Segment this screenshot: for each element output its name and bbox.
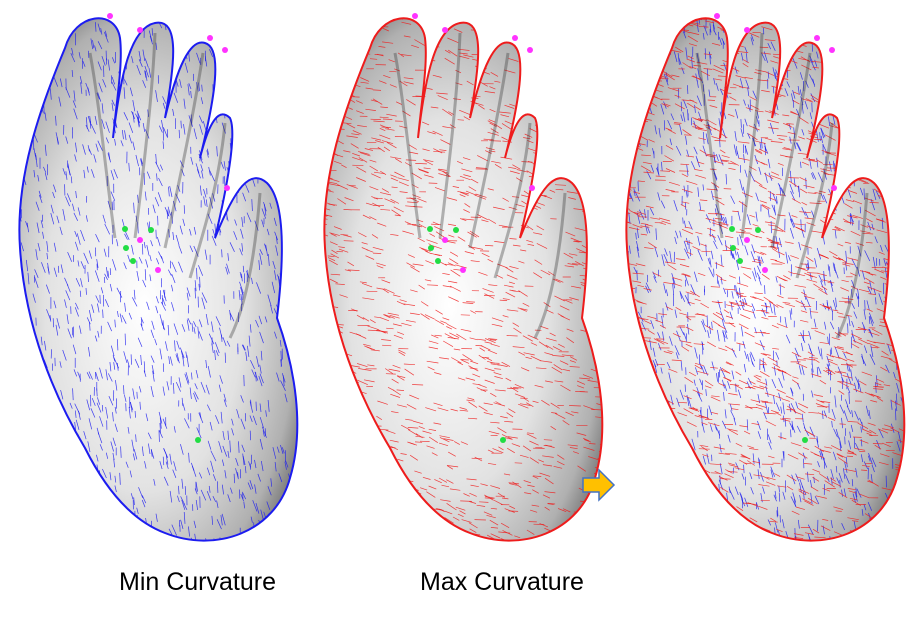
- finger-crease: [438, 32, 462, 239]
- finger-crease: [493, 122, 532, 279]
- hand-surface: [324, 18, 603, 541]
- green-feature-point: [453, 227, 459, 233]
- finger-crease: [835, 192, 869, 339]
- magenta-feature-point: [137, 27, 143, 33]
- magenta-feature-point: [512, 35, 518, 41]
- green-feature-point: [737, 258, 743, 264]
- hand-surface: [19, 18, 298, 541]
- magenta-feature-point: [107, 13, 113, 19]
- magenta-feature-point: [222, 47, 228, 53]
- magenta-feature-point: [744, 27, 750, 33]
- magenta-feature-point: [224, 185, 230, 191]
- magenta-feature-point: [460, 267, 466, 273]
- finger-crease: [393, 52, 422, 239]
- finger-crease: [740, 32, 764, 239]
- magenta-feature-point: [831, 185, 837, 191]
- combined-curvature-panel: [625, 13, 906, 542]
- magenta-feature-point: [527, 47, 533, 53]
- magenta-feature-point: [714, 13, 720, 19]
- finger-crease: [88, 52, 117, 239]
- finger-crease: [133, 32, 157, 239]
- magenta-feature-point: [442, 27, 448, 33]
- green-feature-point: [123, 245, 129, 251]
- magenta-feature-point: [529, 185, 535, 191]
- max-curvature-caption: Max Curvature: [420, 568, 584, 596]
- hand-outline: [323, 17, 604, 542]
- min-curvature-caption: Min Curvature: [119, 568, 276, 596]
- max-curvature-panel: [323, 13, 604, 542]
- finger-crease: [533, 192, 567, 339]
- green-feature-point: [755, 227, 761, 233]
- finger-crease: [468, 52, 510, 249]
- min-curvature-panel: [18, 13, 299, 542]
- green-feature-point: [130, 258, 136, 264]
- green-feature-point: [435, 258, 441, 264]
- finger-crease: [163, 52, 205, 249]
- magenta-feature-point: [155, 267, 161, 273]
- finger-crease: [188, 122, 227, 279]
- hand-outline: [18, 17, 299, 542]
- hand-surface: [626, 18, 905, 541]
- green-feature-point: [427, 226, 433, 232]
- magenta-feature-point: [829, 47, 835, 53]
- magenta-feature-point: [814, 35, 820, 41]
- right-arrow-icon: [582, 468, 616, 502]
- finger-crease: [228, 192, 262, 339]
- magenta-feature-point: [412, 13, 418, 19]
- green-feature-point: [729, 226, 735, 232]
- magenta-feature-point: [744, 237, 750, 243]
- green-feature-point: [195, 437, 201, 443]
- hand-outline: [625, 17, 906, 542]
- finger-crease: [695, 52, 724, 239]
- green-feature-point: [802, 437, 808, 443]
- green-feature-point: [148, 227, 154, 233]
- green-feature-point: [500, 437, 506, 443]
- magenta-feature-point: [442, 237, 448, 243]
- green-feature-point: [730, 245, 736, 251]
- green-feature-point: [122, 226, 128, 232]
- magenta-feature-point: [137, 237, 143, 243]
- magenta-feature-point: [207, 35, 213, 41]
- magenta-feature-point: [762, 267, 768, 273]
- finger-crease: [770, 52, 812, 249]
- finger-crease: [795, 122, 834, 279]
- green-feature-point: [428, 245, 434, 251]
